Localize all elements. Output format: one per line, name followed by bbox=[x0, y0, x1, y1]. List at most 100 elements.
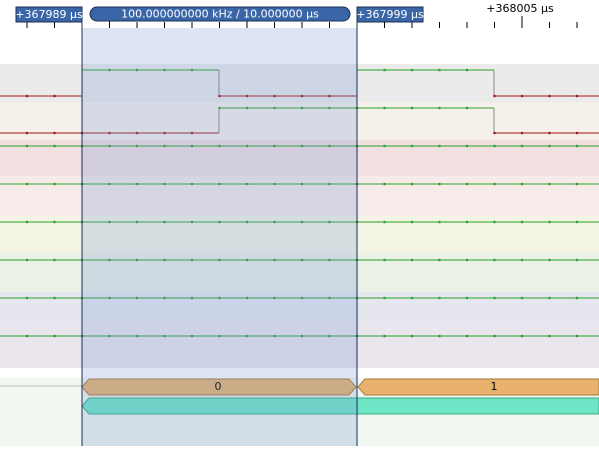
sample-dot bbox=[438, 106, 441, 110]
sample-dot bbox=[163, 144, 166, 148]
sample-dot bbox=[300, 296, 304, 300]
sample-dot bbox=[108, 144, 111, 148]
sample-dot bbox=[273, 144, 276, 148]
sample-dot bbox=[520, 182, 524, 186]
sample-dot bbox=[273, 334, 276, 338]
sample-dot bbox=[465, 106, 469, 110]
sample-dot bbox=[410, 144, 414, 148]
sample-dot bbox=[163, 296, 166, 300]
annotation-label: 0 bbox=[215, 380, 222, 393]
sample-dot bbox=[383, 68, 386, 72]
marker-span-label: 100.000000000 kHz / 10.000000 µs bbox=[121, 8, 319, 21]
sample-dot bbox=[575, 94, 579, 98]
marker-span[interactable] bbox=[89, 6, 351, 22]
sample-dot bbox=[575, 144, 579, 148]
sample-dot bbox=[53, 144, 56, 148]
sample-dot bbox=[190, 334, 194, 338]
sample-dot bbox=[245, 182, 249, 186]
marker-right[interactable] bbox=[356, 6, 424, 23]
sample-dot bbox=[108, 296, 111, 300]
sample-dot bbox=[190, 144, 194, 148]
sample-dot bbox=[273, 106, 276, 110]
sample-dot bbox=[25, 144, 29, 148]
sample-dot bbox=[410, 296, 414, 300]
sample-dot bbox=[493, 296, 496, 300]
sample-dot bbox=[135, 144, 139, 148]
sample-dot bbox=[410, 182, 414, 186]
decoder-row-box[interactable] bbox=[81, 397, 599, 415]
sample-dot bbox=[465, 68, 469, 72]
sample-dot bbox=[135, 258, 139, 262]
channel-band bbox=[0, 326, 599, 368]
marker-right-label: +367999 µs bbox=[356, 8, 424, 21]
sample-dot bbox=[218, 144, 221, 148]
sample-dot bbox=[520, 94, 524, 98]
sample-dot bbox=[300, 182, 304, 186]
sample-dot bbox=[520, 220, 524, 224]
sample-dot bbox=[25, 94, 29, 98]
sample-dot bbox=[25, 334, 29, 338]
sample-dot bbox=[135, 334, 139, 338]
sample-dot bbox=[520, 131, 524, 135]
sample-dot bbox=[548, 296, 551, 300]
sample-dot bbox=[300, 220, 304, 224]
sample-dot bbox=[383, 220, 386, 224]
sample-dot bbox=[520, 296, 524, 300]
marker-left[interactable] bbox=[15, 6, 83, 23]
sample-dot bbox=[383, 182, 386, 186]
sample-dot bbox=[300, 106, 304, 110]
selection-area bbox=[82, 28, 357, 446]
sample-dot bbox=[108, 131, 111, 135]
sample-dot bbox=[53, 334, 56, 338]
sample-dot bbox=[465, 220, 469, 224]
sample-dot bbox=[245, 258, 249, 262]
annotation-box[interactable] bbox=[81, 378, 357, 396]
sample-dot bbox=[328, 94, 331, 98]
sample-dot bbox=[273, 220, 276, 224]
sample-dot bbox=[273, 182, 276, 186]
sample-dot bbox=[410, 220, 414, 224]
annotation-label: 1 bbox=[491, 380, 498, 393]
sample-dot bbox=[108, 182, 111, 186]
sample-dot bbox=[273, 296, 276, 300]
sample-dot bbox=[190, 131, 194, 135]
sample-dot bbox=[300, 144, 304, 148]
sample-dot bbox=[548, 94, 551, 98]
sample-dot bbox=[493, 131, 496, 135]
sample-dot bbox=[190, 182, 194, 186]
sample-dot bbox=[218, 334, 221, 338]
sample-dot bbox=[300, 94, 304, 98]
sample-dot bbox=[438, 182, 441, 186]
sample-dot bbox=[163, 258, 166, 262]
sample-dot bbox=[438, 334, 441, 338]
sample-dot bbox=[520, 258, 524, 262]
channel-band bbox=[0, 176, 599, 216]
sample-dot bbox=[520, 334, 524, 338]
sample-dot bbox=[163, 220, 166, 224]
sample-dot bbox=[25, 296, 29, 300]
sample-dot bbox=[575, 182, 579, 186]
sample-dot bbox=[383, 106, 386, 110]
annotation-box[interactable] bbox=[357, 378, 599, 396]
sample-dot bbox=[575, 334, 579, 338]
sample-dot bbox=[108, 220, 111, 224]
sample-dot bbox=[163, 182, 166, 186]
sample-dot bbox=[53, 131, 56, 135]
sample-dot bbox=[465, 182, 469, 186]
sample-dot bbox=[190, 258, 194, 262]
sample-dot bbox=[163, 334, 166, 338]
sample-dot bbox=[218, 296, 221, 300]
sample-dot bbox=[548, 334, 551, 338]
sample-dot bbox=[245, 144, 249, 148]
sample-dot bbox=[328, 334, 331, 338]
sample-dot bbox=[328, 220, 331, 224]
sample-dot bbox=[548, 182, 551, 186]
sample-dot bbox=[438, 296, 441, 300]
sample-dot bbox=[190, 296, 194, 300]
sample-dot bbox=[575, 220, 579, 224]
sample-dot bbox=[245, 220, 249, 224]
sample-dot bbox=[383, 334, 386, 338]
sample-dot bbox=[438, 220, 441, 224]
sample-dot bbox=[410, 334, 414, 338]
